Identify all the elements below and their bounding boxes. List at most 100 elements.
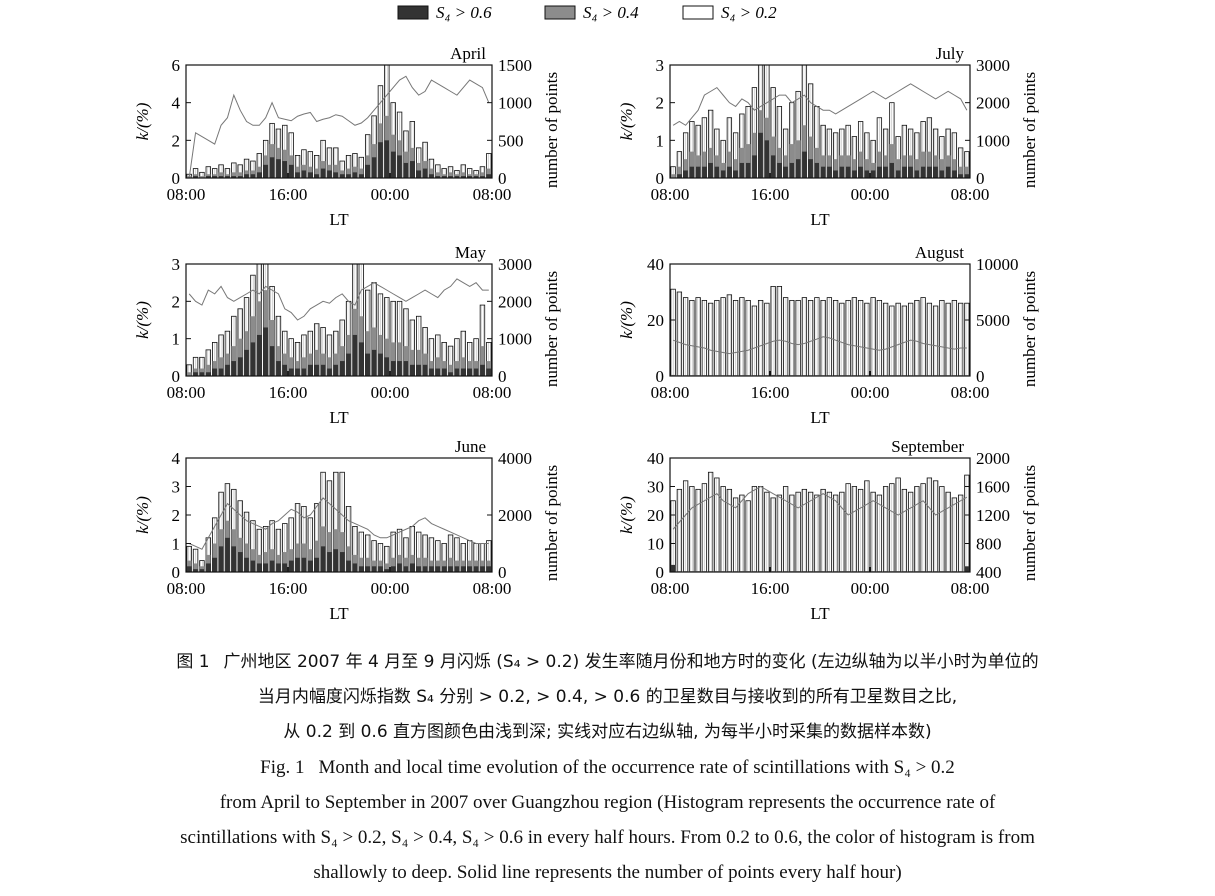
chart-bar bbox=[448, 176, 453, 178]
chart-bar bbox=[441, 566, 447, 572]
chart-bar bbox=[895, 477, 901, 573]
chart-bar bbox=[282, 364, 288, 376]
xtick-label: 16:00 bbox=[269, 185, 308, 204]
chart-bar bbox=[951, 497, 958, 573]
chart-bar bbox=[877, 166, 882, 178]
y-axis-label-right: number of points bbox=[542, 72, 561, 188]
chart-bar bbox=[416, 364, 421, 376]
chart-bar bbox=[845, 483, 851, 573]
chart-bar bbox=[212, 368, 217, 376]
chart-bar bbox=[237, 176, 243, 178]
chart-bar bbox=[858, 151, 863, 178]
chart-bar bbox=[877, 151, 882, 178]
ytick-left-label: 20 bbox=[647, 311, 664, 330]
chart-bar bbox=[902, 166, 907, 178]
chart-bar bbox=[276, 361, 281, 376]
chart-bar bbox=[808, 136, 813, 178]
chart-bar bbox=[244, 174, 249, 178]
ytick-left-label: 30 bbox=[647, 478, 664, 497]
points-line bbox=[672, 83, 968, 126]
chart-bar bbox=[952, 170, 957, 178]
chart-bar bbox=[764, 140, 770, 178]
chart-bar bbox=[789, 299, 795, 377]
xtick-label: 16:00 bbox=[751, 383, 790, 402]
chart-bar bbox=[726, 294, 733, 377]
chart-bar bbox=[964, 566, 970, 572]
chart-bar bbox=[776, 285, 783, 377]
xtick-label: 08:00 bbox=[951, 579, 990, 598]
chart-bar bbox=[225, 174, 230, 178]
chart-bar bbox=[410, 349, 415, 376]
ytick-right-label: 500 bbox=[498, 131, 524, 150]
chart-bar bbox=[770, 285, 776, 377]
ytick-left-label: 3 bbox=[172, 255, 181, 274]
chart-bar bbox=[727, 151, 732, 178]
chart-bar bbox=[422, 557, 428, 572]
ytick-right-label: 0 bbox=[976, 367, 985, 386]
caption-cn-line-3: 从 0.2 到 0.6 直方图颜色由浅到深; 实线对应右边纵轴, 为每半小时采集… bbox=[283, 722, 932, 742]
chart-bar bbox=[212, 174, 217, 178]
chart-bar bbox=[384, 569, 390, 572]
y-axis-label-left: k/(%) bbox=[133, 102, 152, 140]
chart-bar bbox=[820, 488, 826, 573]
chart-bar bbox=[390, 557, 396, 572]
chart-bar bbox=[895, 170, 901, 178]
chart-bar bbox=[237, 172, 243, 178]
chart-bar bbox=[964, 166, 970, 178]
ytick-right-label: 1500 bbox=[498, 56, 532, 75]
ytick-right-label: 2000 bbox=[976, 449, 1010, 468]
chart-bar bbox=[845, 166, 851, 178]
chart-bar bbox=[276, 563, 281, 572]
chart-bar bbox=[410, 161, 415, 178]
chart-bar bbox=[839, 302, 845, 377]
chart-bar bbox=[858, 166, 863, 178]
caption-english: Fig. 1 Month and local time evolution of … bbox=[0, 750, 1215, 890]
chart-bar bbox=[378, 353, 383, 376]
chart-bar bbox=[670, 174, 676, 178]
caption-en-text-1: Month and local time evolution of the oc… bbox=[318, 757, 955, 778]
chart-bar bbox=[776, 494, 783, 573]
x-axis-label: LT bbox=[810, 210, 830, 229]
ytick-left-label: 0 bbox=[656, 367, 665, 386]
chart-bar bbox=[231, 176, 237, 178]
chart-bar bbox=[397, 342, 402, 376]
chart-bar bbox=[320, 168, 326, 178]
ytick-left-label: 2 bbox=[172, 131, 181, 150]
chart-bar bbox=[764, 491, 770, 573]
chart-bar bbox=[964, 174, 970, 178]
chart-bar bbox=[454, 368, 460, 376]
chart-bar bbox=[745, 162, 751, 178]
chart-bar bbox=[789, 494, 795, 573]
chart-bar bbox=[429, 174, 434, 178]
chart-bar bbox=[801, 488, 808, 573]
chart-bar bbox=[882, 302, 889, 377]
chart-bar bbox=[225, 364, 230, 376]
chart-bar bbox=[206, 563, 211, 572]
chart-bar bbox=[269, 346, 275, 376]
chart-bar bbox=[964, 474, 970, 573]
ytick-left-label: 2 bbox=[172, 506, 181, 525]
chart-bar bbox=[467, 368, 472, 376]
chart-bar bbox=[365, 557, 370, 572]
chart-bar bbox=[870, 162, 876, 178]
chart-bar bbox=[777, 162, 782, 178]
chart-bar bbox=[390, 566, 396, 572]
chart-bar bbox=[237, 552, 243, 572]
chart-bar bbox=[480, 172, 485, 178]
xtick-label: 08:00 bbox=[651, 579, 690, 598]
chart-bar bbox=[486, 566, 492, 572]
chart-bar bbox=[752, 155, 757, 178]
chart-bar bbox=[677, 174, 682, 178]
chart-bar bbox=[288, 560, 294, 572]
chart-bar bbox=[193, 174, 198, 178]
xtick-label: 16:00 bbox=[269, 579, 308, 598]
chart-bar bbox=[670, 500, 676, 573]
chart-bar bbox=[314, 168, 319, 178]
chart-bar bbox=[301, 368, 307, 376]
chart-bar bbox=[870, 297, 876, 377]
chart-bar bbox=[314, 540, 319, 572]
chart-bar bbox=[193, 368, 198, 376]
chart-bar bbox=[795, 140, 801, 178]
chart-bar bbox=[932, 480, 939, 573]
chart-bar bbox=[257, 334, 262, 376]
